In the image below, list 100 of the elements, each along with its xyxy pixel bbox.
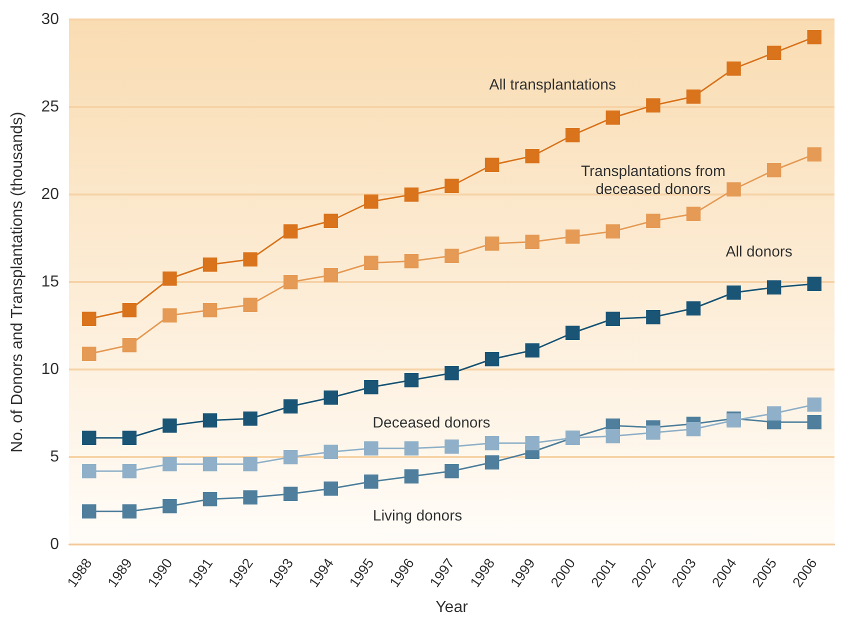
point [283,486,298,502]
y-axis-title: No. of Donors and Transplantations (thousands) [9,112,26,452]
point [404,254,419,268]
point [243,298,258,312]
point [766,280,782,294]
point [202,492,218,506]
series-label: Transplantations from deceased donors [580,163,726,198]
point [766,46,782,60]
point [162,272,177,286]
point [686,301,701,316]
y-tick-label: 0 [50,536,60,554]
point [606,224,620,238]
point [525,149,540,164]
point [364,441,378,456]
point [324,268,338,282]
point [726,61,741,76]
point [364,194,378,209]
point [82,346,96,361]
point [646,98,660,112]
y-tick-label: 15 [41,274,60,291]
point [484,455,500,470]
point [243,252,258,266]
point [726,182,741,196]
point [606,110,620,125]
point [162,457,177,472]
point [686,422,701,436]
point [807,147,822,162]
point [404,373,419,388]
point [122,303,137,318]
point [726,286,741,300]
point [202,457,218,472]
y-tick-label: 25 [41,98,60,116]
series-label: Living donors [372,508,462,525]
point [686,89,701,104]
point [122,338,137,352]
point [807,276,822,291]
point [324,214,338,228]
point [646,426,660,440]
y-tick-label: 10 [41,361,60,378]
point [283,275,298,290]
y-tick-label: 20 [41,186,60,204]
point [444,178,459,193]
point [404,188,419,202]
point [82,504,96,519]
point [202,303,218,318]
point [243,490,258,505]
point [82,430,96,446]
point [324,482,338,496]
point [606,312,620,326]
point [444,440,459,454]
point [807,415,822,430]
point [364,256,378,270]
point [566,326,580,340]
y-tick-label: 30 [41,11,60,28]
point [122,504,137,519]
point [283,450,298,464]
point [404,469,419,484]
point [807,398,822,412]
point [444,366,459,380]
point [484,158,500,172]
point [82,312,96,326]
point [243,412,258,426]
point [82,464,96,478]
series-label: Deceased donors [372,414,490,432]
point [202,258,218,272]
point [807,30,822,44]
point [646,310,660,324]
point [566,230,580,244]
point [525,436,540,450]
point [404,441,419,456]
point [324,444,338,460]
point [484,236,500,251]
point [283,224,298,238]
point [122,430,137,446]
point [566,128,580,142]
point [364,380,378,394]
point [122,464,137,478]
point [646,214,660,228]
point [766,406,782,421]
point [162,418,177,433]
point [243,457,258,472]
point [525,234,540,249]
series-label: All donors [726,244,792,261]
series-label: All transplantations [489,76,616,94]
point [444,248,459,263]
point [606,429,620,444]
point [484,352,500,366]
point [686,206,701,221]
point [444,464,459,478]
point [364,474,378,489]
point [484,436,500,450]
x-axis-title: Year [436,598,469,616]
point [202,413,218,428]
point [283,399,298,414]
point [162,499,177,514]
point [766,163,782,178]
point [525,343,540,358]
point [324,390,338,405]
point [162,308,177,322]
y-tick-label: 5 [50,448,60,466]
